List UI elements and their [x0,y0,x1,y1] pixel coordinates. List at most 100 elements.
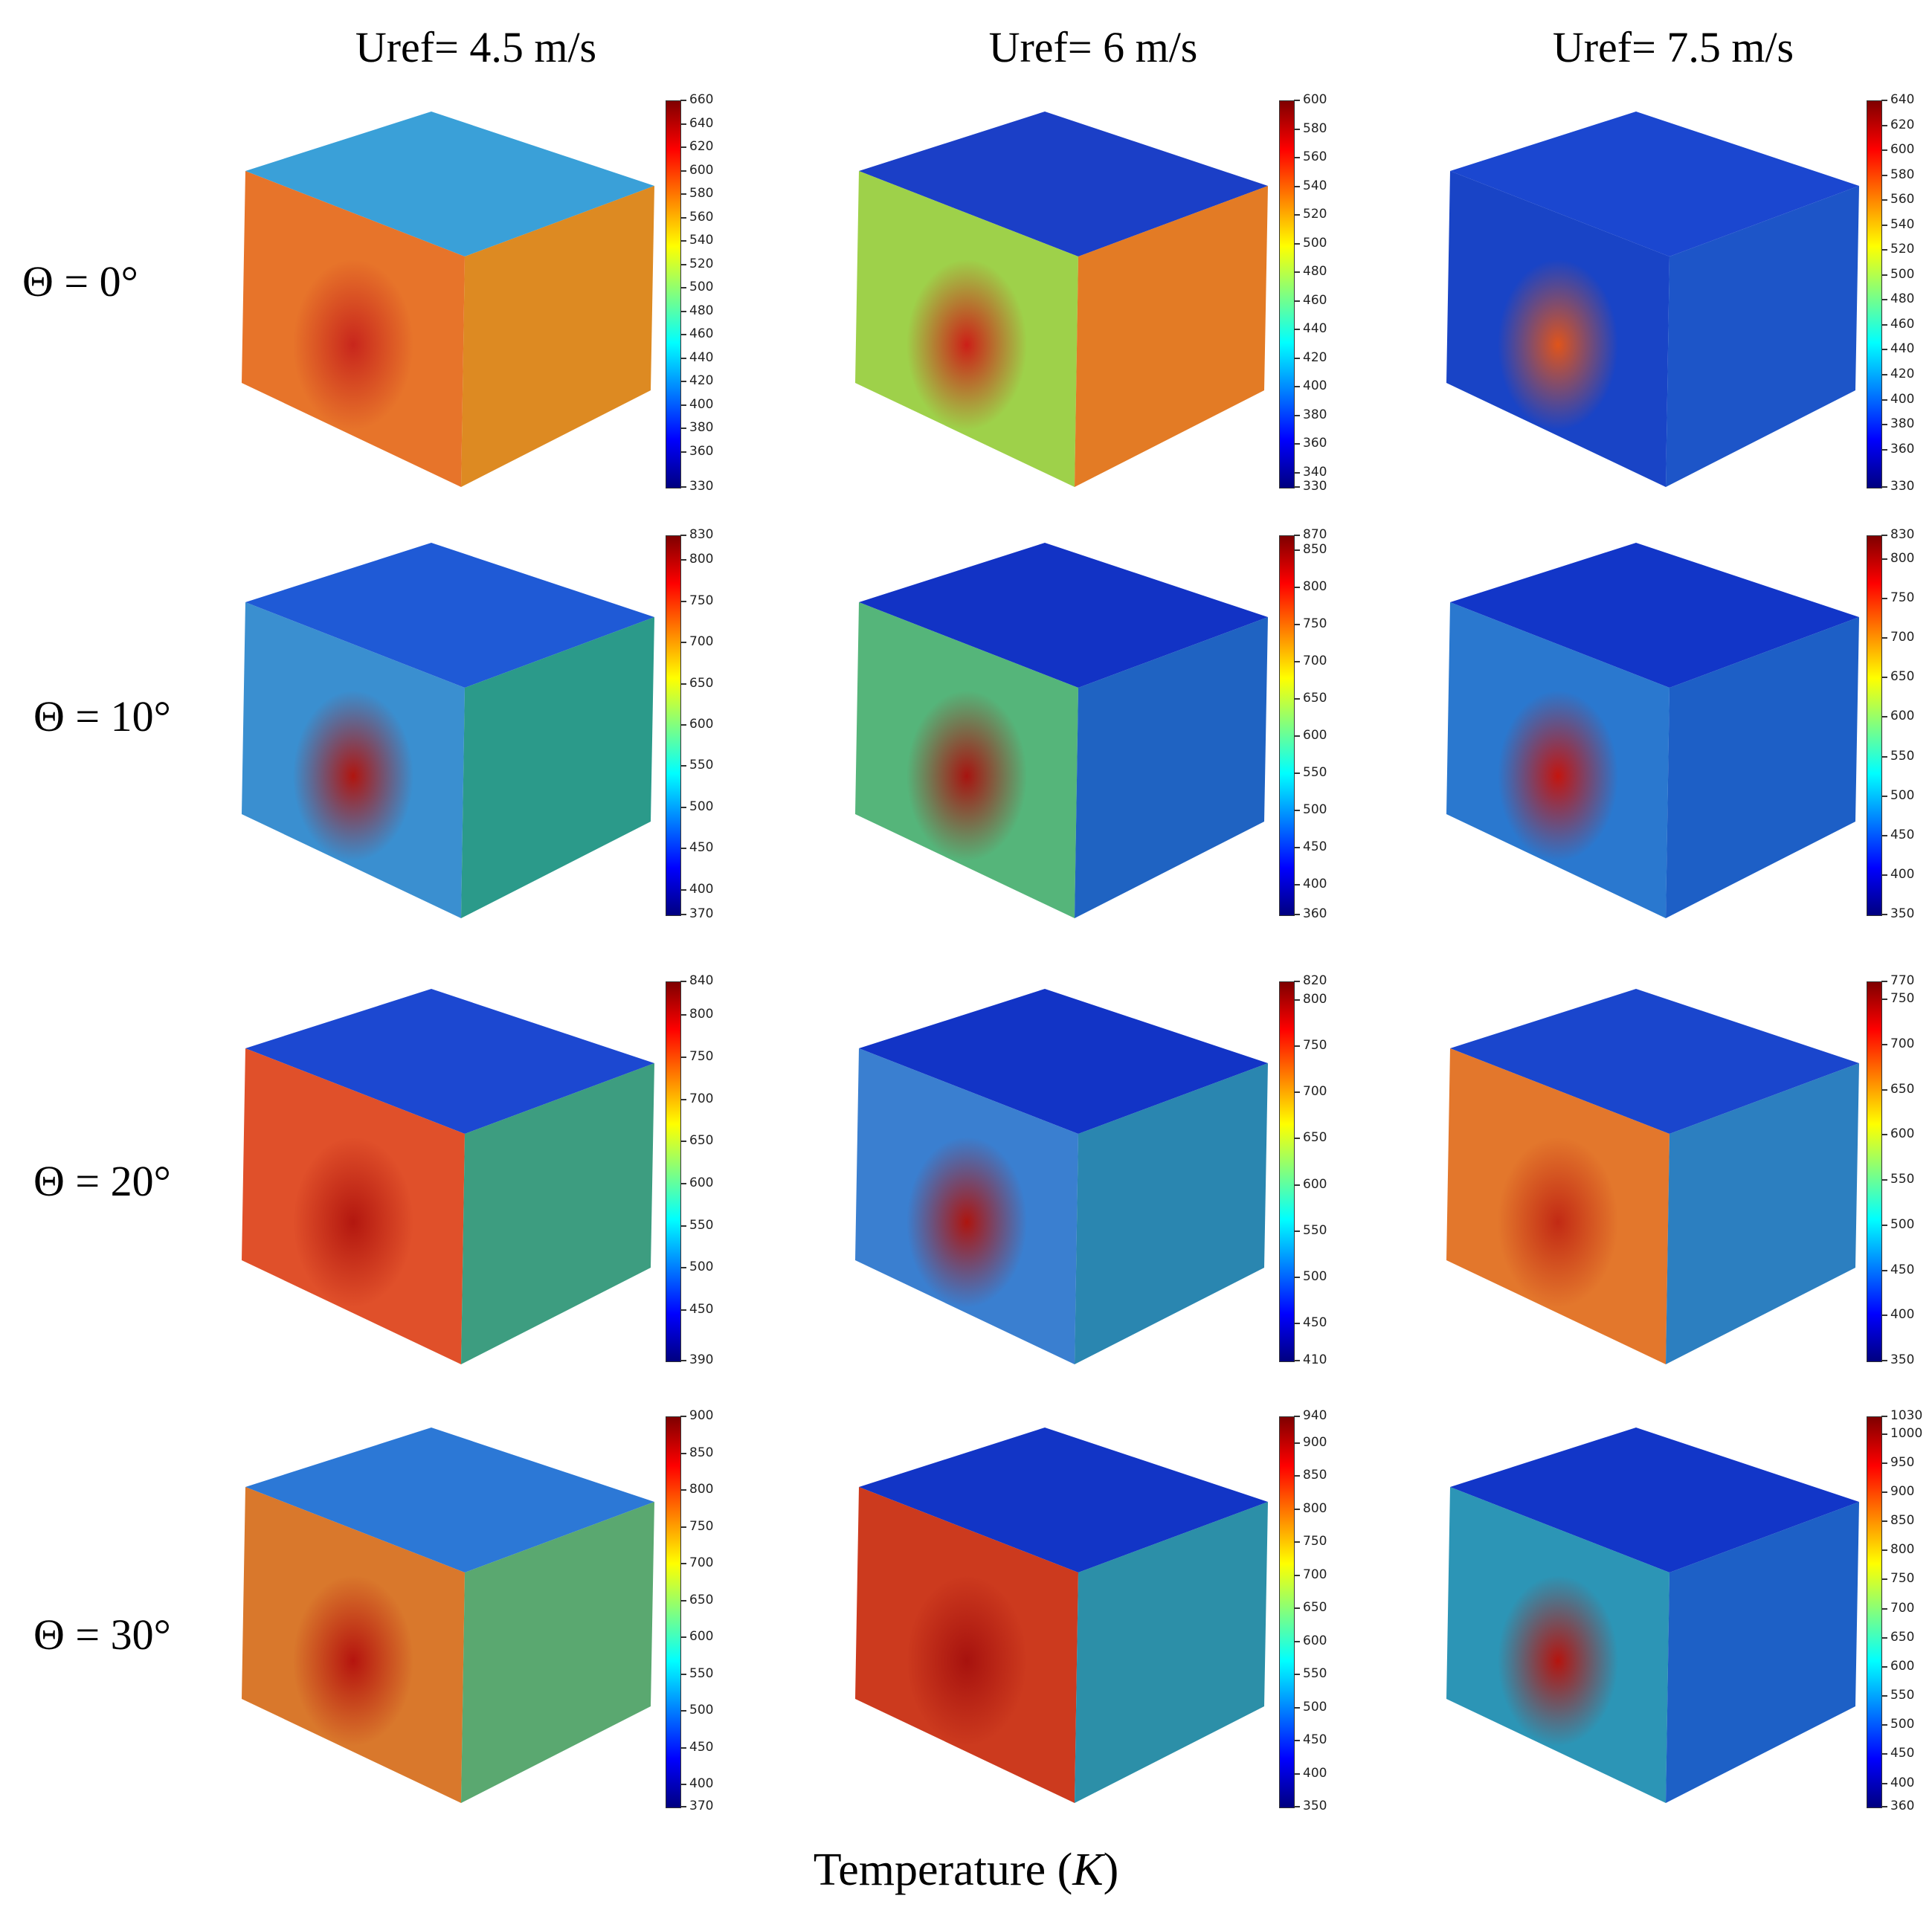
colorbar-tick [1881,999,1887,1001]
colorbar-tick-label: 420 [1890,367,1915,382]
column-title-uref-6: Uref= 6 m/s [988,23,1198,71]
cube-front-face [242,171,465,487]
colorbar-tick-label: 580 [1890,167,1915,182]
colorbar-tick [1881,1462,1887,1464]
colorbar-tick-label: 700 [689,634,714,650]
colorbar-tick-label: 650 [1890,669,1915,685]
colorbar-tick-label: 640 [689,115,714,131]
colorbar-tick-label: 750 [689,1049,714,1064]
colorbar-tick-label: 550 [1303,1666,1327,1682]
colorbar-r1-c1 [1279,535,1295,916]
colorbar-tick-label: 540 [689,233,714,248]
colorbar-tick [1881,448,1887,451]
colorbar-tick-label: 850 [1890,1513,1915,1529]
colorbar-tick-label: 620 [689,139,714,155]
colorbar-tick-label: 400 [689,881,714,897]
colorbar-tick [1881,249,1887,251]
colorbar-tick-label: 700 [1890,630,1915,645]
colorbar-tick [1294,549,1300,551]
colorbar-tick-label: 410 [1303,1352,1327,1367]
colorbar-tick-label: 750 [1303,1534,1327,1549]
colorbar-tick [1294,214,1300,216]
cube-top-face [1450,112,1859,257]
cube-front-face [1446,1048,1669,1364]
colorbar-tick-label: 700 [1303,1084,1327,1100]
colorbar-tick-label: 800 [1303,1500,1327,1516]
colorbar-tick-label: 400 [1303,1765,1327,1781]
colorbar-tick-label: 700 [689,1555,714,1571]
colorbar-tick [680,428,686,430]
colorbar-tick-label: 500 [689,1259,714,1275]
colorbar-tick [1294,386,1300,388]
caption-unit: K [1072,1845,1104,1895]
cube-top-face [859,989,1268,1134]
colorbar-tick [680,914,686,915]
colorbar-tick [1881,1806,1887,1807]
cube-front-face [1446,602,1669,918]
cube-top-face [245,112,654,257]
colorbar-tick-label: 550 [1890,1172,1915,1187]
colorbar-tick-label: 500 [689,1703,714,1718]
colorbar-tick [1881,1269,1887,1271]
colorbar-tick-label: 400 [689,396,714,412]
colorbar-tick-label: 650 [1890,1629,1915,1645]
colorbar-tick-label: 500 [1303,1699,1327,1715]
colorbar-tick-label: 650 [689,1592,714,1607]
colorbar-tick [1881,1578,1887,1581]
colorbar-tick-label: 600 [689,717,714,732]
colorbar-tick [1294,624,1300,625]
colorbar-tick-label: 330 [689,479,714,494]
colorbar-tick [1881,834,1887,836]
colorbar-tick [1881,598,1887,599]
temperature-cube-r3-c0 [242,1428,654,1803]
colorbar-tick [680,1806,686,1807]
temperature-cube-r1-c2 [1446,543,1859,918]
colorbar-tick [1881,174,1887,176]
colorbar-tick [1294,414,1300,416]
colorbar-tick [1294,698,1300,700]
colorbar-tick [680,100,686,101]
colorbar-r1-c2 [1867,535,1882,916]
colorbar-tick [1294,981,1300,982]
colorbar-tick [1881,1360,1887,1361]
colorbar-tick [680,1057,686,1058]
colorbar-tick [1881,224,1887,226]
colorbar-tick [680,535,686,536]
colorbar-tick-label: 700 [1303,1567,1327,1582]
colorbar-tick [1881,755,1887,758]
colorbar-tick-label: 460 [1303,292,1327,308]
colorbar-tick-label: 600 [1303,1633,1327,1648]
cube-side-face [1075,1502,1268,1803]
colorbar-tick [680,123,686,125]
colorbar-tick [1881,914,1887,915]
colorbar-tick [1881,535,1887,536]
colorbar-tick [1294,486,1300,488]
colorbar-tick-label: 700 [1890,1036,1915,1051]
colorbar-r1-c0 [666,535,681,916]
colorbar-tick-label: 440 [1303,321,1327,337]
colorbar-tick [1294,772,1300,774]
colorbar-tick-label: 800 [1303,991,1327,1007]
temperature-cube-r1-c0 [242,543,654,918]
colorbar-tick [1294,128,1300,130]
cube-front-face [855,171,1078,487]
colorbar-tick-label: 350 [1303,1799,1327,1813]
colorbar-tick-label: 650 [1303,691,1327,706]
colorbar-tick [1294,1806,1300,1807]
colorbar-tick-label: 840 [689,973,714,988]
colorbar-tick-label: 700 [689,1091,714,1106]
colorbar-tick [1881,1695,1887,1697]
colorbar-tick [1881,1044,1887,1045]
colorbar-tick-label: 750 [689,1518,714,1534]
cube-top-face [1450,543,1859,688]
cube-front-face [242,1487,465,1803]
cube-side-face [461,186,654,487]
colorbar-tick-label: 540 [1890,216,1915,232]
colorbar-tick [680,600,686,602]
colorbar-tick [1881,1753,1887,1755]
colorbar-tick [680,724,686,726]
colorbar-tick-label: 660 [689,92,714,107]
colorbar-tick [1294,914,1300,915]
cube-top-face [859,1428,1268,1573]
colorbar-tick [1294,1541,1300,1544]
